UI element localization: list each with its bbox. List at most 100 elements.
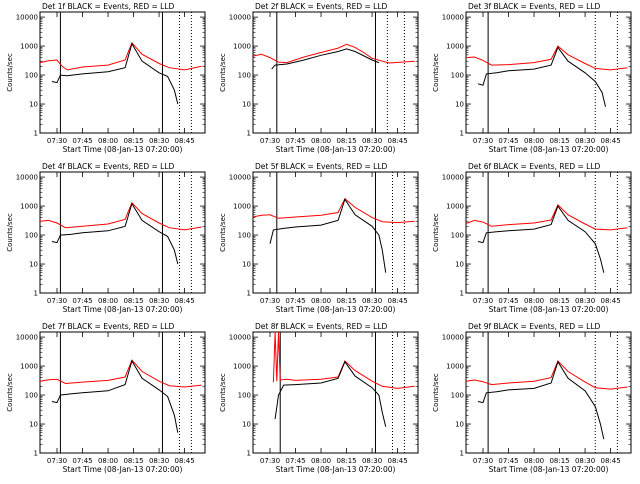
x-tick-label: 07:30: [260, 137, 280, 145]
y-tick-label: 1000: [446, 203, 464, 211]
y-tick-label: 1: [34, 290, 38, 298]
y-axis-label: Counts/sec: [6, 213, 14, 252]
x-axis-label: Start Time (08-Jan-13 07:20:00): [489, 145, 609, 154]
x-tick-label: 07:45: [498, 297, 518, 305]
detector-plot-7: Det 7f BLACK = Events, RED = LLD 1 10 100 10…: [6, 322, 206, 474]
y-tick-label: 10000: [229, 14, 251, 22]
x-tick-label: 08:00: [311, 457, 331, 465]
plot-frame: [252, 11, 419, 134]
y-axis-label: Counts/sec: [6, 373, 14, 412]
y-tick-label: 1: [247, 290, 251, 298]
x-tick-label: 08:00: [311, 137, 331, 145]
x-tick-label: 07:45: [285, 457, 305, 465]
x-tick-label: 08:30: [149, 137, 169, 145]
detector-plot-6: Det 6f BLACK = Events, RED = LLD 1 10 100 10…: [432, 162, 632, 314]
y-tick-label: 100: [25, 232, 38, 240]
x-tick-label: 07:30: [47, 137, 67, 145]
plot-title: Det 4f BLACK = Events, RED = LLD: [42, 162, 175, 171]
y-tick-label: 10000: [442, 334, 464, 342]
plot-frame: [465, 11, 632, 134]
y-tick-label: 10000: [16, 334, 38, 342]
x-tick-label: 07:45: [72, 457, 92, 465]
y-tick-label: 1: [247, 450, 251, 458]
y-axis-label: Counts/sec: [432, 53, 440, 92]
y-axis-label: Counts/sec: [432, 373, 440, 412]
x-tick-label: 08:30: [362, 297, 382, 305]
x-tick-label: 08:30: [575, 457, 595, 465]
y-tick-label: 10: [242, 421, 251, 429]
y-tick-label: 100: [451, 72, 464, 80]
series-black-line: [51, 359, 179, 433]
x-tick-label: 08:00: [98, 457, 118, 465]
x-tick-label: 07:30: [47, 457, 67, 465]
x-tick-label: 08:00: [524, 297, 544, 305]
x-tick-label: 07:45: [498, 137, 518, 145]
x-tick-label: 08:15: [549, 137, 569, 145]
series-black-line: [477, 360, 605, 440]
plot-title: Det 6f BLACK = Events, RED = LLD: [468, 162, 601, 171]
y-axis-label: Counts/sec: [6, 53, 14, 92]
y-axis-label: Counts/sec: [432, 213, 440, 252]
y-tick-label: 10: [455, 261, 464, 269]
detector-plot-8: Det 8f BLACK = Events, RED = LLD 1 10 100 10…: [219, 322, 419, 474]
plot-frame: [39, 331, 206, 454]
y-tick-label: 10: [29, 101, 38, 109]
series-black-line: [477, 46, 606, 107]
plot-frame: [252, 171, 419, 294]
y-tick-label: 10: [29, 261, 38, 269]
plot-title: Det 2f BLACK = Events, RED = LLD: [255, 2, 388, 11]
x-tick-label: 08:00: [524, 137, 544, 145]
y-tick-label: 100: [238, 72, 251, 80]
y-tick-label: 10: [242, 101, 251, 109]
x-tick-label: 07:30: [260, 297, 280, 305]
x-tick-label: 08:30: [362, 457, 382, 465]
y-tick-label: 10000: [16, 174, 38, 182]
x-tick-label: 08:30: [362, 137, 382, 145]
x-tick-label: 07:30: [47, 297, 67, 305]
y-tick-label: 1000: [20, 363, 38, 371]
x-axis-label: Start Time (08-Jan-13 07:20:00): [489, 305, 609, 314]
y-tick-label: 100: [25, 72, 38, 80]
y-tick-label: 10: [455, 101, 464, 109]
y-tick-label: 10000: [229, 334, 251, 342]
detector-plot-3: Det 3f BLACK = Events, RED = LLD 1 10 100 10…: [432, 2, 632, 154]
series-red-line: [39, 201, 202, 231]
y-tick-label: 1000: [20, 203, 38, 211]
x-tick-label: 08:15: [123, 297, 143, 305]
series-black-line: [274, 360, 387, 427]
detector-plot-9: Det 9f BLACK = Events, RED = LLD 1 10 100 10…: [432, 322, 632, 474]
plot-frame: [39, 11, 206, 134]
plot-title: Det 1f BLACK = Events, RED = LLD: [42, 2, 175, 11]
x-tick-label: 08:45: [600, 137, 620, 145]
x-tick-label: 08:45: [174, 297, 194, 305]
series-black-line: [51, 42, 179, 105]
x-tick-label: 07:30: [473, 457, 493, 465]
x-tick-label: 07:30: [473, 137, 493, 145]
plot-frame: [39, 171, 206, 294]
y-tick-label: 100: [238, 392, 251, 400]
detector-plot-5: Det 5f BLACK = Events, RED = LLD 1 10 100 10…: [219, 162, 419, 314]
x-tick-label: 08:00: [311, 297, 331, 305]
detector-plot-4: Det 4f BLACK = Events, RED = LLD 1 10 100 10…: [6, 162, 206, 314]
y-tick-label: 10: [455, 421, 464, 429]
y-tick-label: 1: [460, 290, 464, 298]
x-tick-label: 08:45: [174, 137, 194, 145]
series-red-line: [39, 359, 202, 388]
detector-plot-2: Det 2f BLACK = Events, RED = LLD 1 10 100 10…: [219, 2, 419, 154]
plot-title: Det 3f BLACK = Events, RED = LLD: [468, 2, 601, 11]
x-tick-label: 08:15: [336, 457, 356, 465]
x-tick-label: 07:45: [72, 297, 92, 305]
y-tick-label: 1000: [233, 43, 251, 51]
y-tick-label: 1000: [233, 203, 251, 211]
series-black-line: [271, 48, 380, 70]
x-tick-label: 08:15: [336, 297, 356, 305]
series-red-line: [272, 331, 415, 389]
series-black-line: [51, 202, 179, 265]
x-tick-label: 08:45: [387, 297, 407, 305]
x-tick-label: 08:45: [600, 457, 620, 465]
y-tick-label: 1000: [446, 363, 464, 371]
y-tick-label: 1000: [20, 43, 38, 51]
plot-title: Det 9f BLACK = Events, RED = LLD: [468, 322, 601, 331]
